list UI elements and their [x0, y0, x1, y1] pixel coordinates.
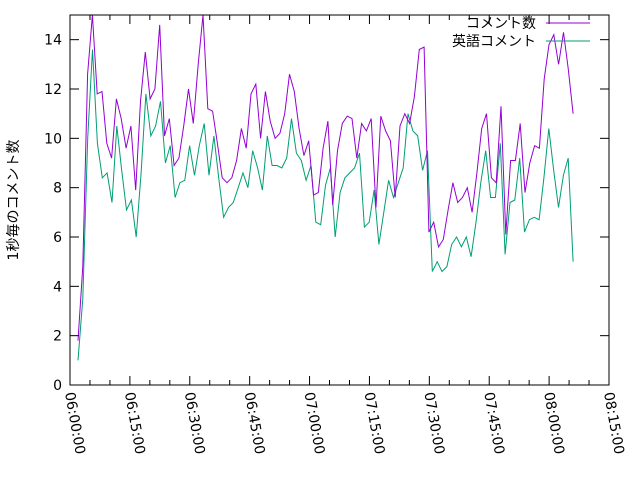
x-tick-label: 06:15:00 — [121, 391, 148, 456]
x-tick-label: 06:30:00 — [181, 391, 208, 456]
x-tick-label: 06:00:00 — [61, 391, 88, 456]
y-tick-label: 2 — [53, 329, 62, 345]
x-axis-ticks: 06:00:00 06:15:00 06:30:00 06:45:00 07:00:00… — [61, 15, 627, 456]
plot-frame — [69, 14, 610, 386]
y-tick-label: 6 — [53, 230, 62, 246]
x-tick-label: 06:45:00 — [241, 391, 268, 456]
y-tick-label: 8 — [53, 181, 62, 197]
y-axis-label: 1秒毎のコメント数 — [6, 140, 22, 261]
y-tick-label: 14 — [44, 33, 62, 49]
y-tick-label: 0 — [53, 378, 62, 394]
legend: コメント数 英語コメント — [452, 16, 590, 50]
series-line-english-comments — [77, 49, 574, 361]
y-tick-label: 12 — [44, 82, 62, 98]
x-tick-label: 07:45:00 — [480, 391, 507, 456]
y-axis-ticks: 0 2 4 6 8 10 12 14 — [44, 33, 609, 394]
x-tick-label: 07:00:00 — [301, 391, 328, 456]
legend-label-series-2: 英語コメント — [452, 33, 536, 50]
x-tick-label: 07:30:00 — [420, 391, 447, 456]
x-tick-label: 08:15:00 — [600, 391, 627, 456]
x-tick-label: 08:00:00 — [540, 391, 567, 456]
series-layer — [77, 14, 574, 361]
y-tick-label: 10 — [44, 131, 62, 147]
x-tick-label: 07:15:00 — [361, 391, 388, 456]
y-tick-label: 4 — [53, 279, 62, 295]
series-line-comments — [77, 14, 574, 341]
legend-label-series-1: コメント数 — [466, 16, 536, 32]
